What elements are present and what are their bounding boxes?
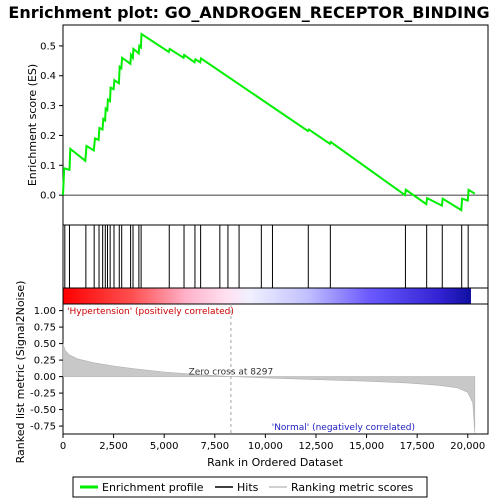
x-tick-label: 17,500 [400, 441, 435, 452]
chart-title: Enrichment plot: GO_ANDROGEN_RECEPTOR_BI… [8, 3, 489, 22]
es-y-tick-label: 0.4 [40, 71, 56, 82]
ranking-metric-area [62, 343, 476, 433]
legend-label-ranking: Ranking metric scores [291, 481, 413, 494]
legend-label-enrichment: Enrichment profile [102, 481, 204, 494]
legend: Enrichment profile Hits Ranking metric s… [72, 476, 428, 498]
zero-cross-label: Zero cross at 8297 [189, 368, 274, 378]
es-y-tick-label: 0.0 [40, 191, 56, 202]
metric-y-axis-label: Ranked list metric (Signal2Noise) [14, 281, 27, 464]
positive-label: 'Hypertension' (positively correlated) [67, 307, 234, 317]
x-tick-label: 15,000 [349, 441, 384, 452]
es-y-axis-label: Enrichment score (ES) [26, 64, 39, 186]
x-ticks: 0 2,500 5,000 7,500 10,000 12,500 15,000 17,500… [60, 434, 485, 452]
es-panel-frame [62, 24, 489, 226]
es-y-tick-label: 0.3 [40, 101, 56, 112]
legend-box [72, 476, 428, 498]
metric-y-ticks: 1.00 0.75 0.50 0.25 0.00 -0.25 -0.50 -0.75 [30, 306, 63, 433]
x-tick-label: 10,000 [248, 441, 283, 452]
metric-y-tick-label: 0.00 [34, 372, 56, 383]
x-tick-label: 20,000 [450, 441, 485, 452]
hits-panel [62, 224, 489, 289]
legend-label-hits: Hits [237, 481, 259, 494]
metric-y-tick-label: 1.00 [34, 306, 56, 317]
es-y-tick-label: 0.2 [40, 131, 56, 142]
metric-y-tick-label: 0.50 [34, 339, 56, 350]
negative-label: 'Normal' (negatively correlated) [272, 423, 415, 433]
metric-y-tick-label: 0.75 [34, 323, 56, 334]
x-tick-label: 12,500 [298, 441, 333, 452]
es-y-tick-label: 0.5 [40, 41, 56, 52]
metric-y-tick-label: 0.25 [34, 356, 56, 367]
enrichment-profile-line [62, 32, 476, 212]
es-panel: 0.0 0.1 0.2 0.3 0.4 0.5 Enrichment score (ES) [26, 24, 489, 226]
x-axis-label: Rank in Ordered Dataset [207, 456, 344, 469]
metric-y-tick-label: -0.75 [30, 422, 56, 433]
x-tick-label: 0 [60, 441, 66, 452]
metric-y-tick-label: -0.50 [30, 405, 56, 416]
x-tick-label: 2,500 [99, 441, 128, 452]
metric-panel: 1.00 0.75 0.50 0.25 0.00 -0.25 -0.50 -0.75 Zero… [14, 281, 489, 464]
hit-marks [64, 225, 469, 288]
hits-panel-frame [62, 224, 489, 289]
ranking-color-bar [63, 288, 471, 304]
es-y-tick-label: 0.1 [40, 161, 56, 172]
metric-y-tick-label: -0.25 [30, 389, 56, 400]
es-y-ticks: 0.0 0.1 0.2 0.3 0.4 0.5 [40, 41, 63, 202]
x-tick-label: 7,500 [200, 441, 229, 452]
x-tick-label: 5,000 [150, 441, 179, 452]
